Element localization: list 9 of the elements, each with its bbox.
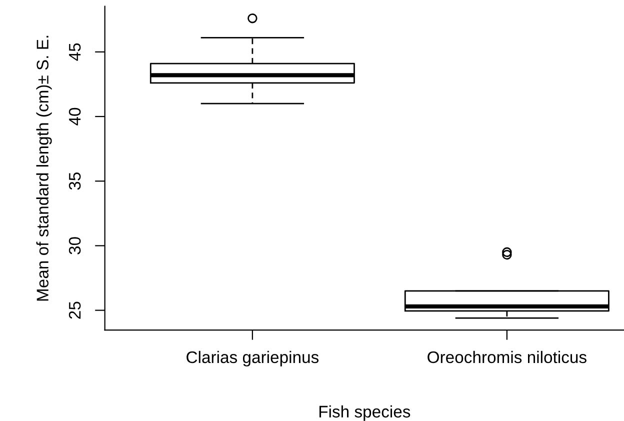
y-tick-label: 45 <box>69 43 81 61</box>
x-tick-label: Oreochromis niloticus <box>428 350 586 364</box>
y-tick-label: 25 <box>68 302 81 319</box>
y-axis-title: Mean of standard length (cm)± S. E. <box>36 36 52 301</box>
x-axis-title: Fish species <box>319 405 410 421</box>
y-tick-label: 30 <box>68 237 81 254</box>
x-tick-label: Clarias gariepinus <box>186 350 319 366</box>
y-tick-label: 40 <box>68 108 81 126</box>
y-tick-label: 35 <box>68 172 81 190</box>
